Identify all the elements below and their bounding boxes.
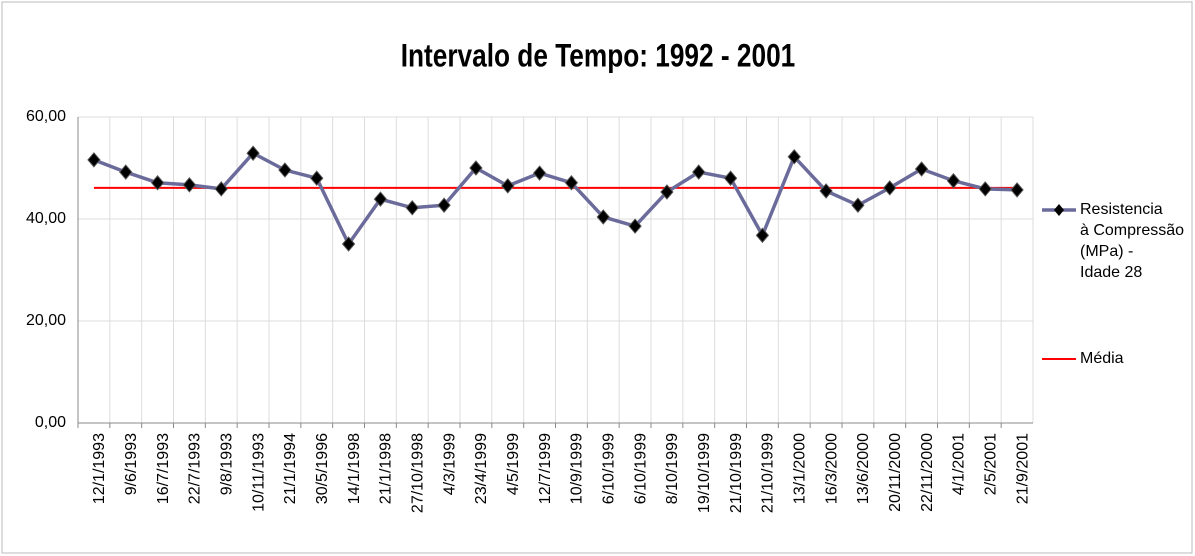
x-tick-label: 19/10/1999 bbox=[696, 433, 713, 513]
marker bbox=[755, 227, 770, 244]
x-tick-label: 20/11/2000 bbox=[887, 433, 904, 512]
legend-marker bbox=[1054, 204, 1064, 216]
x-tick-label: 21/10/1999 bbox=[728, 433, 745, 513]
marker bbox=[946, 172, 961, 189]
y-tick-label: 0,00 bbox=[35, 414, 66, 431]
y-tick-label: 20,00 bbox=[26, 312, 66, 329]
marker bbox=[819, 183, 833, 199]
x-tick-label: 16/3/2000 bbox=[823, 433, 840, 504]
marker bbox=[883, 180, 897, 196]
marker bbox=[978, 181, 992, 197]
marker bbox=[87, 152, 101, 168]
x-tick-label: 4/5/1999 bbox=[505, 433, 522, 495]
marker bbox=[564, 175, 579, 191]
x-tick-label: 13/6/2000 bbox=[855, 433, 872, 504]
x-tick-label: 10/9/1999 bbox=[569, 433, 586, 504]
marker bbox=[373, 191, 388, 207]
marker bbox=[628, 218, 642, 234]
x-tick-label: 21/1/1994 bbox=[282, 433, 299, 504]
x-tick-label: 23/4/1999 bbox=[473, 433, 490, 504]
marker bbox=[246, 145, 260, 161]
marker bbox=[150, 175, 165, 191]
marker bbox=[437, 197, 451, 213]
x-tick-label: 21/9/2001 bbox=[1014, 433, 1031, 504]
x-tick-label: 8/10/1999 bbox=[664, 433, 681, 504]
x-tick-label: 9/6/1993 bbox=[123, 433, 140, 495]
marker bbox=[501, 178, 515, 194]
marker bbox=[405, 200, 419, 216]
x-tick-label: 21/1/1998 bbox=[378, 433, 395, 504]
marker bbox=[310, 170, 324, 186]
x-tick-label: 14/1/1998 bbox=[346, 433, 363, 504]
marker bbox=[660, 184, 674, 200]
chart-title: Intervalo de Tempo: 1992 - 2001 bbox=[401, 39, 796, 74]
x-tick-label: 2/5/2001 bbox=[982, 433, 999, 495]
marker bbox=[532, 165, 547, 181]
series-line bbox=[93, 151, 1018, 248]
x-tick-label: 9/8/1993 bbox=[218, 433, 235, 495]
x-tick-label: 16/7/1993 bbox=[155, 433, 172, 504]
x-tick-label: 30/5/1996 bbox=[314, 433, 331, 504]
marker bbox=[214, 181, 228, 197]
marker bbox=[851, 197, 865, 213]
marker bbox=[723, 170, 738, 186]
x-tick-label: 27/10/1998 bbox=[409, 433, 426, 513]
x-tick-label: 6/10/1999 bbox=[600, 433, 617, 504]
x-tick-label: 10/11/1993 bbox=[250, 433, 267, 512]
legend-label: Média bbox=[1080, 350, 1124, 367]
marker bbox=[596, 209, 610, 225]
x-tick-label: 6/10/1999 bbox=[632, 433, 649, 504]
marker bbox=[182, 177, 197, 193]
marker bbox=[278, 162, 292, 178]
x-tick-label: 22/7/1993 bbox=[187, 433, 204, 504]
marker bbox=[914, 161, 929, 177]
x-tick-label: 4/1/2001 bbox=[951, 433, 968, 495]
x-tick-label: 22/11/2000 bbox=[919, 433, 936, 512]
legend-label: Resistencia à Compressão (MPa) -Idade 28 bbox=[1080, 201, 1184, 281]
marker bbox=[119, 164, 133, 180]
x-tick-label: 4/3/1999 bbox=[441, 433, 458, 495]
x-tick-label: 12/1/1993 bbox=[91, 433, 108, 504]
marker bbox=[469, 160, 483, 176]
x-tick-label: 21/10/1999 bbox=[760, 433, 777, 513]
y-tick-label: 40,00 bbox=[26, 210, 66, 227]
marker bbox=[692, 164, 706, 180]
y-tick-label: 60,00 bbox=[26, 108, 66, 125]
x-tick-label: 13/1/2000 bbox=[791, 433, 808, 504]
x-tick-label: 12/7/1999 bbox=[537, 433, 554, 504]
marker bbox=[1010, 182, 1024, 198]
marker bbox=[341, 236, 356, 252]
marker bbox=[787, 149, 801, 165]
